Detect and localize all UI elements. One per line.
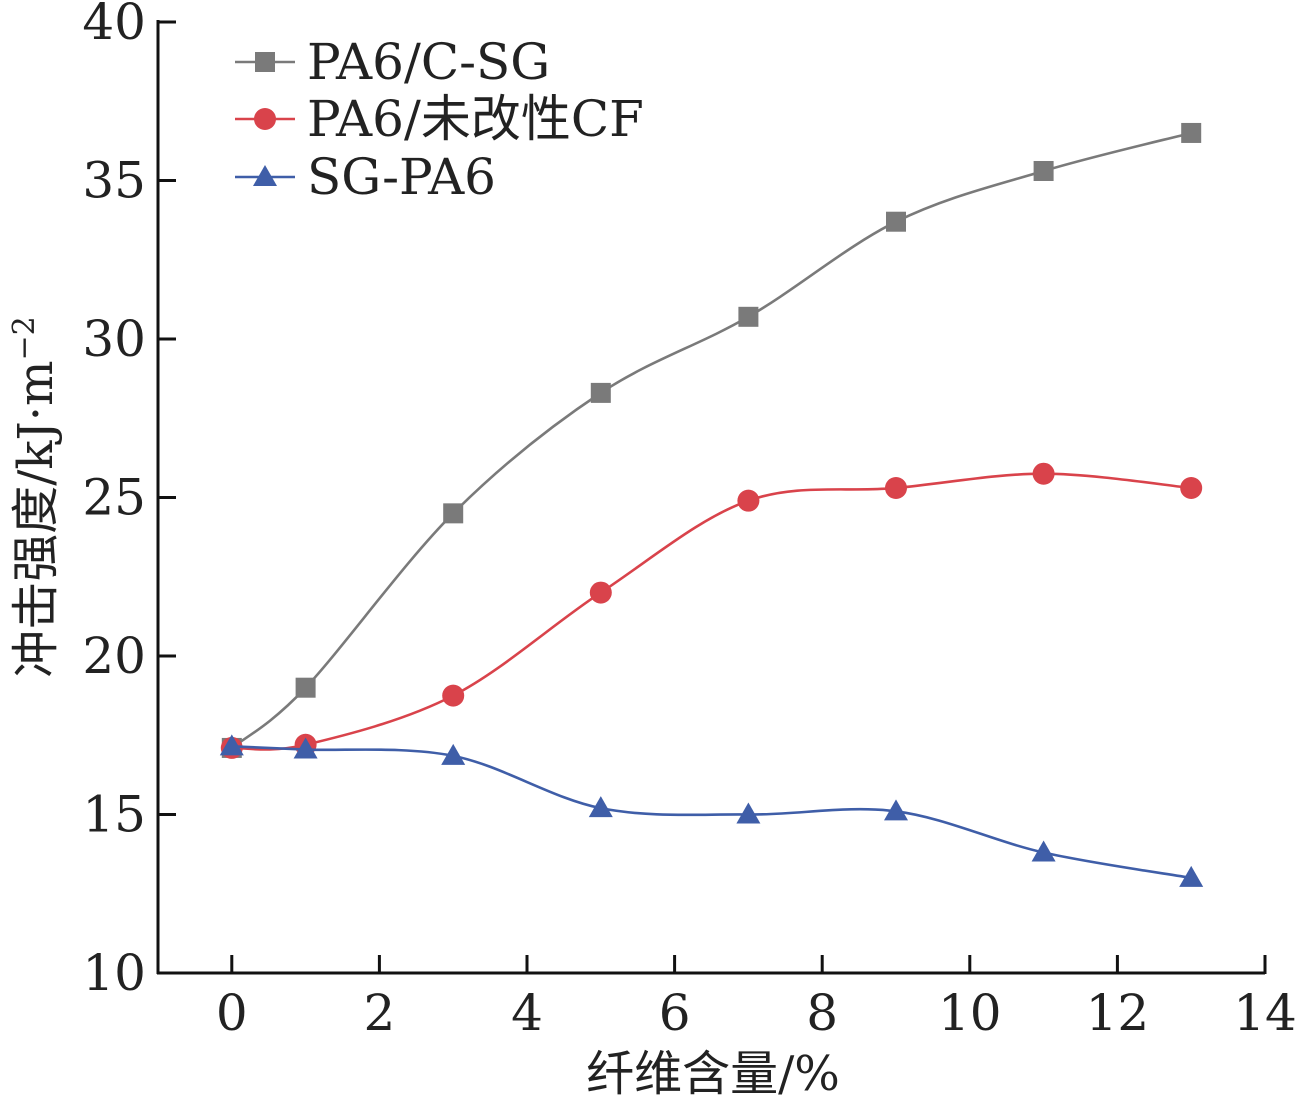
- axes: 10 15 20 25 30 35 40 0 2 4 6 8 10 12 14: [82, 0, 1295, 1042]
- data-point: [295, 677, 316, 698]
- x-tick-label: 2: [363, 984, 395, 1042]
- x-tick-label: 0: [216, 984, 248, 1042]
- legend-label: PA6/未改性CF: [307, 90, 644, 148]
- y-tick-label: 40: [82, 0, 146, 51]
- x-tick-label: 10: [938, 984, 1002, 1042]
- legend-marker: [253, 165, 277, 186]
- data-point: [736, 802, 761, 824]
- y-tick-label: 25: [82, 469, 146, 527]
- x-tick-label: 4: [511, 984, 543, 1042]
- legend-marker: [255, 52, 275, 72]
- data-point: [443, 503, 464, 524]
- data-point: [1180, 476, 1203, 499]
- y-tick-label: 15: [82, 786, 146, 844]
- data-point: [590, 382, 611, 403]
- data-point: [884, 799, 908, 821]
- y-axis-title: 冲击强度/kJ·m−2: [7, 316, 64, 678]
- data-point: [293, 737, 318, 759]
- legend-marker: [254, 108, 276, 130]
- series-line: [231, 472, 1192, 751]
- data-point: [442, 684, 465, 707]
- data-point: [1031, 840, 1056, 862]
- series-line: [231, 745, 1192, 880]
- legend-label: PA6/C-SG: [307, 33, 550, 91]
- x-tick-label: 12: [1086, 984, 1150, 1042]
- series-layer: [219, 122, 1204, 887]
- data-point: [588, 796, 613, 818]
- data-point: [1181, 122, 1202, 143]
- data-point: [886, 211, 906, 232]
- data-point: [885, 476, 907, 499]
- data-point: [589, 581, 612, 604]
- data-point: [1179, 865, 1204, 887]
- y-tick-label: 10: [82, 944, 146, 1002]
- data-point: [737, 489, 760, 512]
- data-point: [1032, 462, 1055, 485]
- data-point: [738, 306, 759, 327]
- legend-label: SG-PA6: [307, 148, 496, 206]
- data-point: [441, 743, 466, 765]
- x-tick-label: 6: [659, 984, 691, 1042]
- series-1: [221, 122, 1202, 758]
- data-point: [1033, 160, 1054, 181]
- x-axis-title: 纤维含量/%: [586, 1046, 840, 1102]
- y-tick-label: 35: [82, 152, 146, 210]
- data-point: [219, 734, 244, 756]
- x-tick-label: 14: [1233, 984, 1295, 1042]
- x-tick-label: 8: [806, 984, 838, 1042]
- y-tick-label: 20: [82, 627, 146, 685]
- series-line: [230, 131, 1192, 749]
- y-tick-label: 30: [82, 310, 146, 368]
- series-3: [219, 734, 1204, 887]
